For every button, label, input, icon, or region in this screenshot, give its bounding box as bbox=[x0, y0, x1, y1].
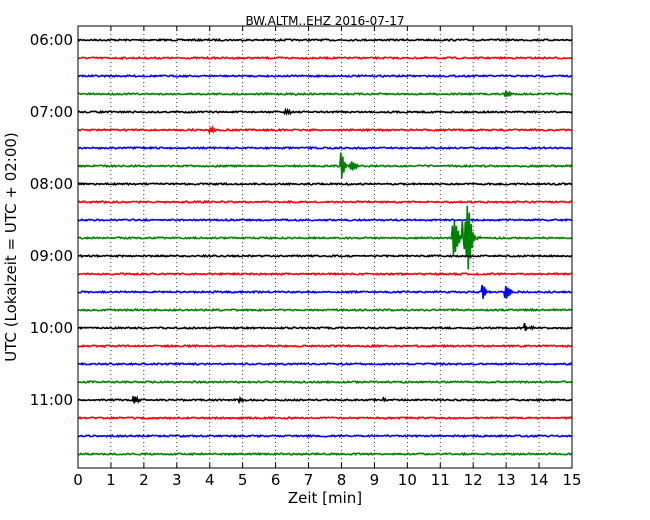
trace-line bbox=[77, 152, 573, 179]
x-axis-label: Zeit [min] bbox=[288, 489, 362, 507]
trace-line bbox=[77, 361, 573, 367]
trace-line bbox=[77, 199, 573, 205]
y-axis: 06:00 07:00 08:00 09:00 10:00 11:00 bbox=[30, 31, 572, 409]
plot-frame bbox=[77, 25, 573, 469]
x-tick-label: 0 bbox=[73, 471, 83, 489]
trace-line bbox=[77, 322, 573, 332]
trace-line bbox=[77, 379, 573, 385]
x-tick-label: 5 bbox=[238, 471, 248, 489]
x-tick-label: 14 bbox=[530, 471, 549, 489]
y-tick-label: 07:00 bbox=[30, 103, 73, 121]
x-tick-label: 1 bbox=[106, 471, 116, 489]
x-tick-label: 15 bbox=[562, 471, 581, 489]
x-tick-label: 13 bbox=[497, 471, 516, 489]
x-tick-label: 7 bbox=[304, 471, 314, 489]
trace-line bbox=[77, 343, 573, 349]
x-tick-label: 3 bbox=[172, 471, 182, 489]
traces bbox=[77, 37, 573, 457]
trace-line bbox=[77, 284, 573, 299]
trace-line bbox=[77, 451, 573, 457]
x-tick-label: 12 bbox=[464, 471, 483, 489]
trace-line bbox=[78, 145, 573, 151]
trace-line bbox=[77, 253, 573, 259]
trace-line bbox=[77, 181, 573, 187]
y-axis-label: UTC (Lokalzeit = UTC + 02:00) bbox=[2, 132, 20, 362]
trace-line bbox=[77, 90, 573, 97]
x-tick-label: 4 bbox=[205, 471, 215, 489]
y-tick-label: 06:00 bbox=[30, 31, 73, 49]
trace-line bbox=[77, 395, 573, 405]
x-tick-label: 8 bbox=[337, 471, 347, 489]
trace-line bbox=[77, 433, 573, 439]
x-axis: 0 1 2 3 4 5 6 7 8 9 10 11 12 13 14 15 bbox=[73, 26, 582, 489]
trace-line bbox=[77, 217, 573, 223]
y-tick-label: 09:00 bbox=[30, 247, 73, 265]
trace-line bbox=[77, 271, 573, 277]
trace-line bbox=[77, 124, 573, 136]
trace-line bbox=[77, 107, 573, 117]
x-tick-label: 6 bbox=[271, 471, 281, 489]
x-tick-label: 10 bbox=[398, 471, 417, 489]
y-tick-label: 11:00 bbox=[30, 391, 73, 409]
trace-line bbox=[77, 415, 573, 421]
x-tick-label: 2 bbox=[139, 471, 149, 489]
trace-line bbox=[77, 307, 573, 313]
grid bbox=[110, 26, 540, 468]
y-tick-label: 08:00 bbox=[30, 175, 73, 193]
trace-line bbox=[77, 55, 573, 61]
trace-line bbox=[77, 205, 573, 270]
x-tick-label: 11 bbox=[431, 471, 450, 489]
chart-title: BW.ALTM..EHZ 2016-07-17 bbox=[245, 14, 404, 28]
trace-line bbox=[77, 37, 573, 43]
y-tick-label: 10:00 bbox=[30, 319, 73, 337]
trace-line bbox=[77, 73, 573, 79]
x-tick-label: 9 bbox=[370, 471, 380, 489]
